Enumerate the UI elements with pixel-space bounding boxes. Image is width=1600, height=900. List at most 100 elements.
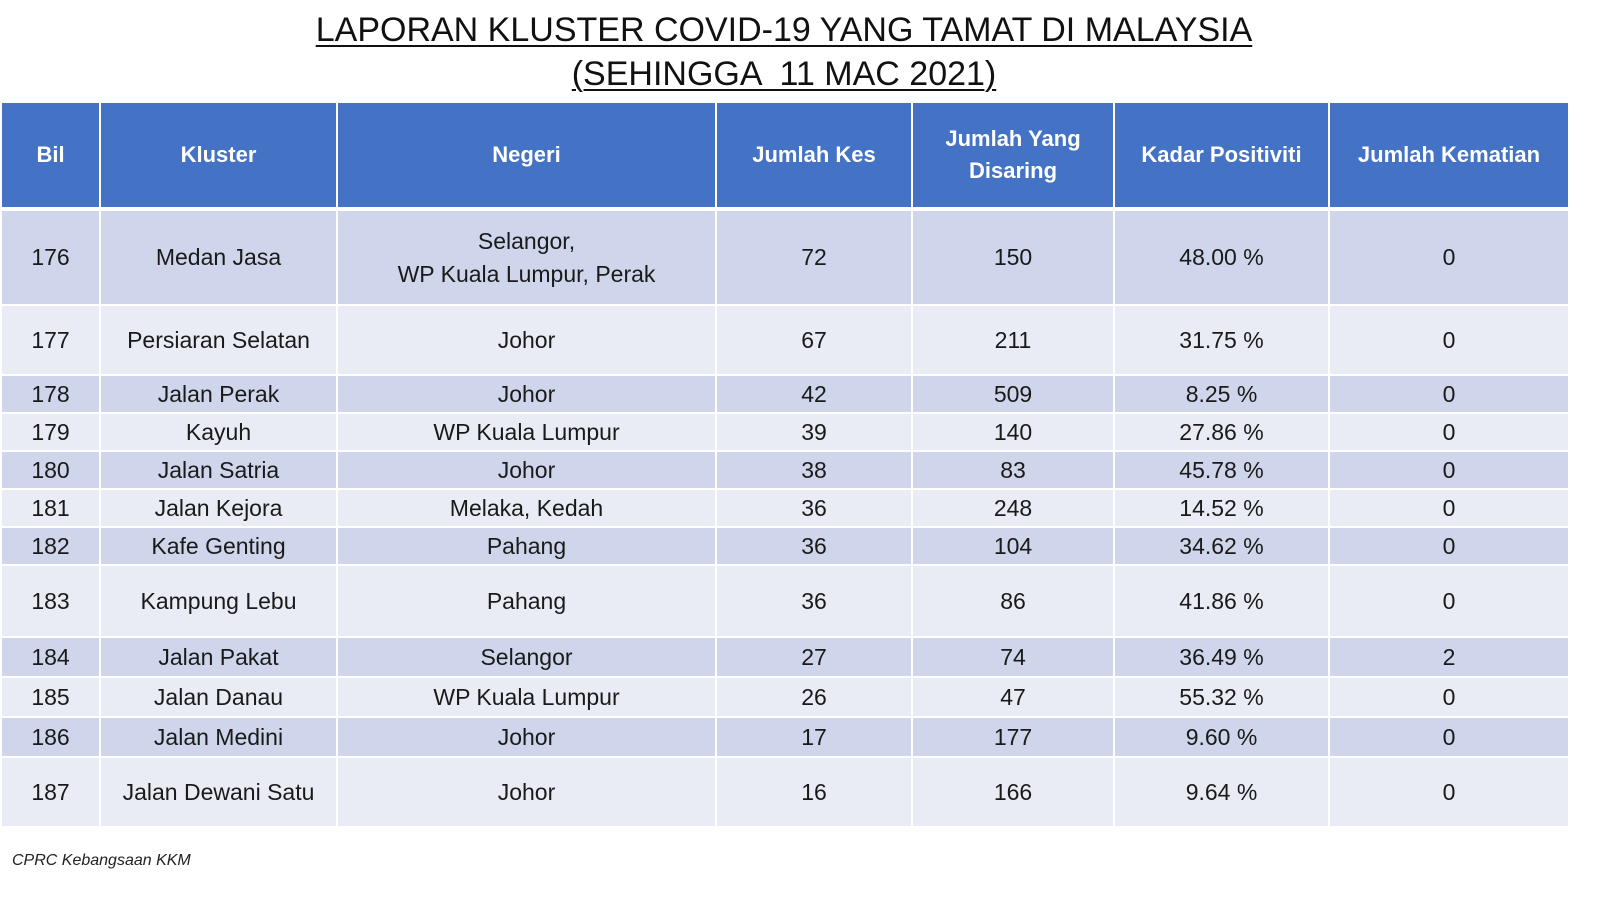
header-bil: Bil: [0, 101, 101, 210]
cell-negeri: Johor: [336, 374, 717, 414]
cell-disaring: 509: [911, 374, 1115, 414]
cell-kematian: 0: [1328, 716, 1570, 758]
cell-positiviti: 36.49 %: [1113, 636, 1330, 678]
cell-kematian: 0: [1328, 450, 1570, 490]
cell-kluster: Jalan Perak: [99, 374, 338, 414]
cell-disaring: 47: [911, 676, 1115, 718]
table-row: 183 Kampung Lebu Pahang 36 86 41.86 % 0: [0, 564, 1570, 638]
table-row: 185 Jalan Danau WP Kuala Lumpur 26 47 55.32 %…: [0, 676, 1570, 718]
cell-kluster: Kafe Genting: [99, 526, 338, 566]
cell-bil: 184: [0, 636, 101, 678]
cell-kes: 16: [715, 756, 913, 828]
table-header: Bil Kluster Negeri Jumlah Kes Jumlah Yan…: [0, 101, 1570, 210]
cell-kes: 26: [715, 676, 913, 718]
table-row: 186 Jalan Medini Johor 17 177 9.60 % 0: [0, 716, 1570, 758]
cell-bil: 178: [0, 374, 101, 414]
cell-kluster: Kayuh: [99, 412, 338, 452]
cell-positiviti: 41.86 %: [1113, 564, 1330, 638]
cell-negeri: Johor: [336, 450, 717, 490]
cell-kes: 67: [715, 304, 913, 376]
cell-positiviti: 45.78 %: [1113, 450, 1330, 490]
cell-bil: 186: [0, 716, 101, 758]
cell-disaring: 86: [911, 564, 1115, 638]
table-row: 184 Jalan Pakat Selangor 27 74 36.49 % 2: [0, 636, 1570, 678]
cell-negeri: Selangor: [336, 636, 717, 678]
cell-kematian: 0: [1328, 488, 1570, 528]
cell-negeri: WP Kuala Lumpur: [336, 412, 717, 452]
cell-negeri: Johor: [336, 716, 717, 758]
header-jumlah-disaring: Jumlah Yang Disaring: [911, 101, 1115, 210]
cell-positiviti: 14.52 %: [1113, 488, 1330, 528]
cell-kes: 36: [715, 564, 913, 638]
header-negeri: Negeri: [336, 101, 717, 210]
cell-disaring: 248: [911, 488, 1115, 528]
cell-kematian: 0: [1328, 676, 1570, 718]
cell-negeri: Melaka, Kedah: [336, 488, 717, 528]
table-row: 176 Medan Jasa Selangor, WP Kuala Lumpur, …: [0, 208, 1570, 306]
cell-kluster: Jalan Kejora: [99, 488, 338, 528]
cell-kluster: Persiaran Selatan: [99, 304, 338, 376]
cell-kematian: 0: [1328, 526, 1570, 566]
cell-bil: 180: [0, 450, 101, 490]
source-note: CPRC Kebangsaan KKM: [12, 852, 191, 869]
table-row: 179 Kayuh WP Kuala Lumpur 39 140 27.86 % 0: [0, 412, 1570, 452]
cell-bil: 182: [0, 526, 101, 566]
cell-positiviti: 31.75 %: [1113, 304, 1330, 376]
cell-positiviti: 9.64 %: [1113, 756, 1330, 828]
cell-negeri: Pahang: [336, 526, 717, 566]
header-kluster: Kluster: [99, 101, 338, 210]
cell-kematian: 0: [1328, 564, 1570, 638]
cell-positiviti: 9.60 %: [1113, 716, 1330, 758]
cell-bil: 176: [0, 208, 101, 306]
cell-kluster: Jalan Danau: [99, 676, 338, 718]
cell-positiviti: 55.32 %: [1113, 676, 1330, 718]
cell-bil: 179: [0, 412, 101, 452]
cell-kluster: Jalan Pakat: [99, 636, 338, 678]
header-jumlah-kes: Jumlah Kes: [715, 101, 913, 210]
cell-kluster: Kampung Lebu: [99, 564, 338, 638]
table-row: 178 Jalan Perak Johor 42 509 8.25 % 0: [0, 374, 1570, 414]
cluster-table: Bil Kluster Negeri Jumlah Kes Jumlah Yan…: [0, 101, 1570, 828]
cell-disaring: 150: [911, 208, 1115, 306]
cell-bil: 183: [0, 564, 101, 638]
cell-bil: 185: [0, 676, 101, 718]
cell-kluster: Jalan Satria: [99, 450, 338, 490]
table-row: 180 Jalan Satria Johor 38 83 45.78 % 0: [0, 450, 1570, 490]
table-row: 187 Jalan Dewani Satu Johor 16 166 9.64 % 0: [0, 756, 1570, 828]
table-row: 177 Persiaran Selatan Johor 67 211 31.75 % 0: [0, 304, 1570, 376]
cell-negeri: WP Kuala Lumpur: [336, 676, 717, 718]
cell-kes: 36: [715, 526, 913, 566]
header-jumlah-kematian: Jumlah Kematian: [1328, 101, 1570, 210]
table-row: 181 Jalan Kejora Melaka, Kedah 36 248 14.52 %…: [0, 488, 1570, 528]
cell-kematian: 0: [1328, 756, 1570, 828]
cell-negeri: Johor: [336, 304, 717, 376]
cell-kematian: 0: [1328, 374, 1570, 414]
report-title: LAPORAN KLUSTER COVID-19 YANG TAMAT DI M…: [0, 8, 1568, 96]
header-kadar-positiviti: Kadar Positiviti: [1113, 101, 1330, 210]
cell-kematian: 0: [1328, 412, 1570, 452]
cell-positiviti: 48.00 %: [1113, 208, 1330, 306]
cell-kematian: 2: [1328, 636, 1570, 678]
cell-disaring: 74: [911, 636, 1115, 678]
cell-disaring: 83: [911, 450, 1115, 490]
cell-negeri: Johor: [336, 756, 717, 828]
cell-kluster: Jalan Dewani Satu: [99, 756, 338, 828]
cell-disaring: 166: [911, 756, 1115, 828]
cell-negeri: Selangor, WP Kuala Lumpur, Perak: [336, 208, 717, 306]
table-row: 182 Kafe Genting Pahang 36 104 34.62 % 0: [0, 526, 1570, 566]
report-title-line-2: (SEHINGGA 11 MAC 2021): [571, 55, 997, 93]
cell-kes: 17: [715, 716, 913, 758]
report-title-line-1: LAPORAN KLUSTER COVID-19 YANG TAMAT DI M…: [315, 11, 1253, 49]
cell-kes: 72: [715, 208, 913, 306]
cell-kematian: 0: [1328, 208, 1570, 306]
cell-kes: 27: [715, 636, 913, 678]
table-body: 176 Medan Jasa Selangor, WP Kuala Lumpur, …: [0, 208, 1570, 828]
cell-disaring: 104: [911, 526, 1115, 566]
cell-negeri: Pahang: [336, 564, 717, 638]
cell-disaring: 177: [911, 716, 1115, 758]
cell-bil: 187: [0, 756, 101, 828]
cell-positiviti: 34.62 %: [1113, 526, 1330, 566]
cell-positiviti: 27.86 %: [1113, 412, 1330, 452]
cell-disaring: 211: [911, 304, 1115, 376]
cell-positiviti: 8.25 %: [1113, 374, 1330, 414]
